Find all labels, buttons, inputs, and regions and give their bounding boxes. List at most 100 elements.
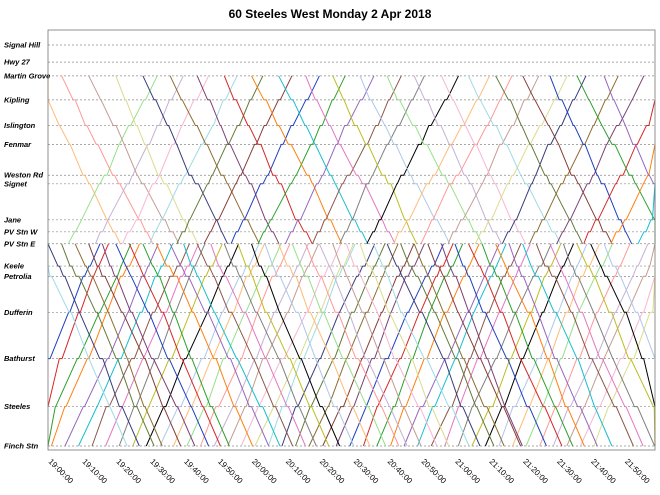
trip-line: [267, 243, 356, 447]
trip-line: [339, 75, 425, 245]
trip-line: [549, 243, 644, 447]
trip-line: [176, 75, 264, 245]
trip-line: [495, 243, 585, 447]
trip-line: [61, 75, 154, 245]
stop-label: Signal Hill: [4, 41, 41, 50]
trip-line: [373, 243, 470, 447]
trip-line: [468, 243, 563, 447]
trip-line: [203, 75, 293, 245]
trip-line: [149, 75, 238, 244]
trip-line: [440, 243, 523, 447]
trip-line: [47, 75, 121, 245]
trip-line: [447, 75, 540, 244]
time-tick-label: 20:00:00: [250, 457, 279, 486]
time-tick-label: 19:50:00: [216, 457, 245, 486]
trip-line: [128, 243, 221, 447]
trip-line: [264, 243, 355, 447]
trip-line: [196, 243, 294, 447]
trip-line: [359, 243, 450, 447]
time-tick-label: 20:20:00: [318, 457, 347, 486]
chart-title: 60 Steeles West Monday 2 Apr 2018: [229, 7, 432, 21]
trip-line: [101, 243, 196, 447]
stop-label: Weston Rd: [4, 171, 43, 180]
stop-label: Hwy 27: [4, 58, 31, 67]
trip-line: [95, 75, 184, 244]
trip-line: [318, 243, 408, 447]
trip-line: [413, 243, 505, 447]
trip-lines: [47, 75, 656, 447]
trip-line: [457, 243, 552, 447]
trip-line: [525, 243, 613, 447]
time-tick-label: 19:20:00: [114, 457, 143, 486]
trip-line: [637, 183, 656, 245]
trip-line: [183, 243, 281, 447]
stop-label: Keele: [4, 262, 24, 271]
trip-line: [115, 243, 210, 447]
trip-line: [454, 243, 547, 447]
time-tick-labels: 19:00:00 19:10:00 19:20:00 19:30:00 19:40:00…: [47, 457, 652, 486]
trip-line: [312, 75, 402, 244]
trip-line: [474, 75, 568, 245]
trip-line: [593, 266, 656, 447]
trip-line: [61, 243, 155, 447]
trip-line: [390, 243, 480, 447]
trip-line: [169, 75, 260, 245]
trip-line: [420, 75, 513, 245]
trip-line: [335, 243, 425, 447]
trip-line: [498, 243, 588, 447]
trip-line: [64, 243, 159, 447]
trip-line: [468, 75, 561, 245]
trip-line: [308, 243, 399, 447]
trip-line: [393, 75, 490, 244]
trip-line: [535, 243, 634, 447]
stop-label: PV Stn W: [4, 227, 38, 236]
stop-label: Signet: [4, 179, 27, 188]
stop-label: Bathurst: [4, 354, 35, 363]
time-tick-label: 21:20:00: [521, 457, 550, 486]
trip-line: [440, 75, 526, 245]
stop-label: Finch Stn: [4, 442, 39, 451]
trip-line: [74, 243, 163, 447]
plot-frame: [47, 29, 656, 451]
trip-line: [427, 243, 522, 447]
trip-line: [196, 75, 280, 245]
stop-label: Dufferin: [4, 308, 33, 317]
trip-line: [576, 75, 656, 244]
time-tick-label: 21:50:00: [623, 457, 652, 486]
trip-line: [132, 243, 223, 447]
stop-label: Jane: [4, 215, 21, 224]
time-tick-label: 21:00:00: [454, 457, 483, 486]
trip-line: [549, 75, 633, 245]
trip-line: [251, 243, 341, 447]
trip-line: [579, 266, 656, 447]
trip-line: [576, 243, 656, 447]
time-tick-label: 21:40:00: [589, 457, 618, 486]
trip-line: [291, 243, 387, 447]
trip-line: [417, 243, 507, 447]
trip-line: [552, 243, 649, 447]
trip-line: [47, 243, 132, 447]
trip-line: [400, 243, 495, 447]
trip-line: [145, 243, 240, 447]
trip-line: [562, 243, 656, 447]
trip-line: [122, 75, 210, 244]
trip-line: [169, 243, 270, 447]
trip-line: [603, 75, 656, 220]
trip-line: [522, 75, 613, 245]
trip-line: [386, 75, 483, 245]
time-tick-label: 21:10:00: [487, 457, 516, 486]
trip-line: [48, 243, 101, 360]
time-tick-label: 20:40:00: [386, 457, 415, 486]
stop-label: Martin Grove: [4, 71, 50, 80]
time-tick-label: 20:10:00: [284, 457, 313, 486]
trip-line: [556, 75, 645, 245]
trip-line: [332, 75, 418, 245]
trip-line: [495, 75, 584, 245]
trip-line: [47, 243, 128, 447]
trip-line: [223, 243, 317, 447]
trip-line: [210, 243, 306, 447]
trip-line: [508, 243, 598, 447]
stop-label: Fenmar: [4, 140, 32, 149]
stop-label: Petrolia: [4, 272, 32, 281]
time-tick-label: 20:50:00: [420, 457, 449, 486]
